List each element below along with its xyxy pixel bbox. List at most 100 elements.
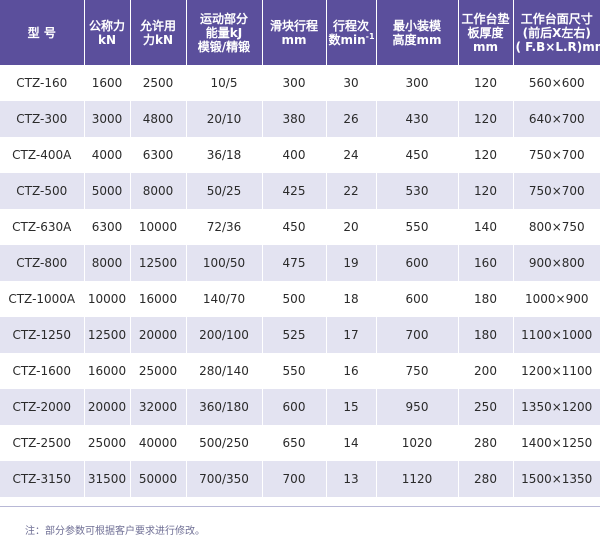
table-cell: 300 [376,65,459,101]
table-cell: 1000×900 [513,281,600,317]
table-cell: 475 [262,245,327,281]
table-cell: 15 [326,389,377,425]
table-cell: 900×800 [513,245,600,281]
header-line: 公称力 [88,18,125,33]
table-cell: 1600 [84,65,131,101]
footnote: 注：部分参数可根据客户要求进行修改。 [25,526,205,537]
table-cell: 280 [458,461,514,497]
header-min-die-height: 最小装模 高度mm [376,0,459,65]
header-slide-stroke: 滑块行程 mm [262,0,327,65]
table-row: CTZ-1000A 10000 16000 140/70 500 18 600 180 1000… [0,281,600,317]
table-cell: 50/25 [186,173,263,209]
header-line: 工作台面尺寸 [520,11,593,26]
table-cell: 5000 [84,173,131,209]
table-cell: 600 [262,389,327,425]
table-cell: 600 [376,281,459,317]
header-allowed-force: 允许用 力kN [130,0,187,65]
table-cell: 120 [458,137,514,173]
table-cell: 40000 [130,425,187,461]
table-cell: 430 [376,101,459,137]
model-cell: CTZ-2000 [0,389,85,425]
table-cell: 280 [458,425,514,461]
table-cell: 800×750 [513,209,600,245]
table-cell: 6300 [84,209,131,245]
header-line: mm [472,39,498,54]
table-cell: 530 [376,173,459,209]
table-cell: 640×700 [513,101,600,137]
table-row: CTZ-500 5000 8000 50/25 425 22 530 120 750×700 [0,173,600,209]
table-cell: 10000 [84,281,131,317]
table-cell: 3000 [84,101,131,137]
table-cell: 1200×1100 [513,353,600,389]
model-cell: CTZ-300 [0,101,85,137]
table-cell: 16000 [84,353,131,389]
table-cell: 18 [326,281,377,317]
table-cell: 700 [376,317,459,353]
header-line: 能量kJ [205,25,243,40]
table-cell: 6300 [130,137,187,173]
table-cell: 16000 [130,281,187,317]
table-row: CTZ-1600 16000 25000 280/140 550 16 750 200 1200… [0,353,600,389]
table-cell: 500 [262,281,327,317]
table-cell: 20000 [130,317,187,353]
header-line: 力kN [142,32,174,47]
table-row: CTZ-2000 20000 32000 360/180 600 15 950 250 1350… [0,389,600,425]
model-cell: CTZ-160 [0,65,85,101]
header-line: mm [281,32,307,47]
table-cell: 20 [326,209,377,245]
table-cell: 120 [458,173,514,209]
table-cell: 300 [262,65,327,101]
header-line: 工作台垫 [461,11,510,26]
table-cell: 2500 [130,65,187,101]
model-cell: CTZ-800 [0,245,85,281]
table-cell: 650 [262,425,327,461]
table-cell: 1100×1000 [513,317,600,353]
table-body: CTZ-160 1600 2500 10/5 300 30 300 120 560×600 CTZ… [0,65,600,497]
table-row: CTZ-800 8000 12500 100/50 475 19 600 160 900×800 [0,245,600,281]
table-cell: 1400×1250 [513,425,600,461]
header-line: 行程次 [332,18,369,33]
table-cell: 12500 [84,317,131,353]
table-cell: 750×700 [513,173,600,209]
header-line: ( F.B×L.R)mm [515,39,600,54]
table-cell: 26 [326,101,377,137]
header-line: 最小装模 [392,18,441,33]
table-cell: 140/70 [186,281,263,317]
header-nominal-force: 公称力 kN [84,0,131,65]
table-cell: 10/5 [186,65,263,101]
table-row: CTZ-300 3000 4800 20/10 380 26 430 120 640×700 [0,101,600,137]
table-cell: 360/180 [186,389,263,425]
table-cell: 550 [376,209,459,245]
table-cell: 250 [458,389,514,425]
table-row: CTZ-2500 25000 40000 500/250 650 14 1020 280 140… [0,425,600,461]
table-row: CTZ-630A 6300 10000 72/36 450 20 550 140 800×750 [0,209,600,245]
table-cell: 1120 [376,461,459,497]
table-cell: 200 [458,353,514,389]
table-cell: 550 [262,353,327,389]
model-cell: CTZ-2500 [0,425,85,461]
model-cell: CTZ-3150 [0,461,85,497]
header-table-size: 工作台面尺寸 (前后X左右)( F.B×L.R)mm [513,0,600,65]
header-energy: 运动部分 能量kJ 模锻/精锻 [186,0,263,65]
table-cell: 16 [326,353,377,389]
footer-divider [0,506,600,507]
table-cell: 560×600 [513,65,600,101]
table-cell: 160 [458,245,514,281]
table-cell: 4800 [130,101,187,137]
table-row: CTZ-160 1600 2500 10/5 300 30 300 120 560×600 [0,65,600,101]
header-line: kN [97,32,117,47]
table-cell: 120 [458,65,514,101]
model-cell: CTZ-400A [0,137,85,173]
model-cell: CTZ-1600 [0,353,85,389]
header-line: 高度mm [392,32,442,47]
table-row: CTZ-1250 12500 20000 200/100 525 17 700 180 1100… [0,317,600,353]
table-cell: 10000 [130,209,187,245]
header-line: 运动部分 [199,11,248,26]
table-cell: 25000 [84,425,131,461]
table-cell: 120 [458,101,514,137]
table-cell: 400 [262,137,327,173]
table-cell: 17 [326,317,377,353]
table-cell: 100/50 [186,245,263,281]
table-cell: 700/350 [186,461,263,497]
